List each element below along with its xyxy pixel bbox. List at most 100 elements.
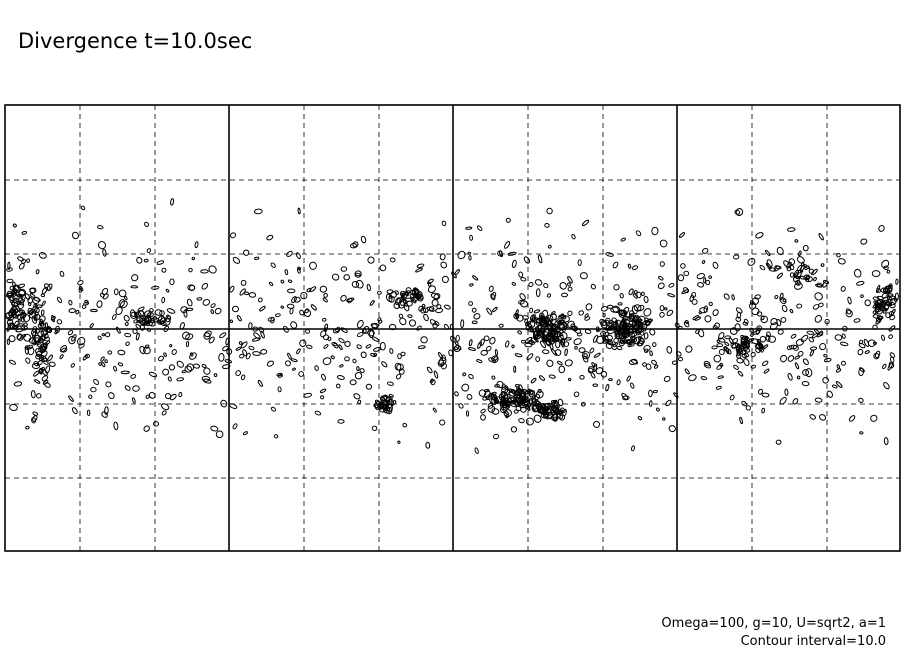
contour bbox=[467, 251, 472, 255]
contour bbox=[522, 315, 529, 320]
contour bbox=[144, 221, 149, 227]
contour bbox=[433, 370, 439, 379]
contour bbox=[491, 375, 496, 380]
contour bbox=[240, 279, 247, 286]
contour bbox=[734, 209, 741, 215]
contour bbox=[147, 311, 154, 318]
contour bbox=[224, 359, 233, 364]
contour bbox=[6, 267, 13, 272]
contour bbox=[89, 323, 94, 329]
contour bbox=[735, 208, 744, 216]
contour bbox=[132, 328, 138, 334]
contour bbox=[733, 364, 739, 370]
contour bbox=[135, 332, 140, 341]
contour bbox=[141, 316, 150, 326]
contour bbox=[427, 281, 432, 287]
contour bbox=[543, 283, 549, 289]
contour bbox=[760, 315, 769, 324]
contour bbox=[875, 318, 881, 323]
contour bbox=[783, 260, 790, 268]
contour bbox=[41, 354, 48, 362]
contour bbox=[659, 239, 668, 248]
contour bbox=[666, 346, 673, 354]
contour bbox=[163, 352, 167, 357]
contour bbox=[229, 285, 235, 293]
contour bbox=[522, 389, 528, 395]
contour bbox=[511, 281, 516, 286]
contour bbox=[527, 320, 536, 329]
contour bbox=[513, 390, 521, 397]
contour bbox=[872, 324, 878, 330]
contour bbox=[541, 309, 549, 319]
contour bbox=[148, 371, 158, 378]
contour bbox=[242, 431, 248, 436]
contour bbox=[621, 392, 629, 400]
contour bbox=[502, 395, 506, 400]
contour bbox=[201, 363, 207, 369]
contour bbox=[100, 356, 105, 362]
contour bbox=[633, 304, 642, 312]
contour bbox=[303, 309, 312, 317]
contour bbox=[511, 259, 517, 269]
contour bbox=[131, 274, 139, 282]
contour bbox=[703, 277, 707, 284]
contour bbox=[243, 249, 250, 256]
contour bbox=[295, 252, 301, 260]
contour bbox=[735, 307, 743, 314]
contour bbox=[32, 411, 39, 416]
contour bbox=[802, 358, 809, 366]
contour bbox=[593, 352, 601, 358]
contour bbox=[523, 256, 531, 264]
contour bbox=[567, 310, 573, 316]
contour bbox=[595, 367, 604, 375]
contour bbox=[863, 338, 870, 347]
contour bbox=[623, 306, 630, 314]
contour bbox=[528, 397, 534, 406]
contour bbox=[458, 403, 464, 409]
contour bbox=[187, 284, 196, 291]
contour bbox=[741, 400, 748, 407]
contour bbox=[399, 317, 407, 326]
contour bbox=[40, 309, 45, 316]
contour bbox=[524, 342, 533, 348]
contour bbox=[25, 357, 31, 364]
contour bbox=[124, 322, 129, 326]
contour bbox=[388, 323, 397, 331]
contour bbox=[622, 322, 626, 331]
contour bbox=[291, 296, 297, 304]
contour bbox=[749, 327, 754, 333]
contour bbox=[533, 309, 541, 314]
contour bbox=[396, 363, 404, 371]
contour bbox=[684, 368, 690, 375]
contour bbox=[556, 360, 563, 366]
contour bbox=[8, 335, 16, 343]
contour bbox=[605, 383, 610, 392]
contour bbox=[297, 207, 301, 215]
contour bbox=[6, 338, 10, 345]
contour bbox=[32, 326, 38, 333]
contour bbox=[77, 280, 84, 286]
contour bbox=[652, 342, 657, 348]
contour bbox=[708, 301, 713, 307]
contour bbox=[70, 363, 76, 368]
contour bbox=[526, 353, 534, 361]
contour bbox=[743, 318, 749, 324]
contour bbox=[178, 391, 183, 398]
contour bbox=[498, 323, 504, 328]
contour bbox=[225, 337, 230, 346]
contour bbox=[38, 368, 44, 373]
contour bbox=[378, 402, 385, 410]
contour bbox=[17, 283, 26, 289]
contour bbox=[29, 293, 36, 298]
contour bbox=[144, 310, 151, 318]
contour bbox=[802, 369, 810, 376]
contour bbox=[6, 278, 14, 284]
contour bbox=[652, 389, 658, 394]
contour bbox=[117, 349, 126, 356]
contour bbox=[559, 414, 566, 421]
contour bbox=[143, 258, 149, 263]
contour bbox=[432, 407, 437, 413]
contour bbox=[486, 307, 493, 315]
contour bbox=[297, 266, 302, 271]
contour bbox=[637, 415, 643, 421]
